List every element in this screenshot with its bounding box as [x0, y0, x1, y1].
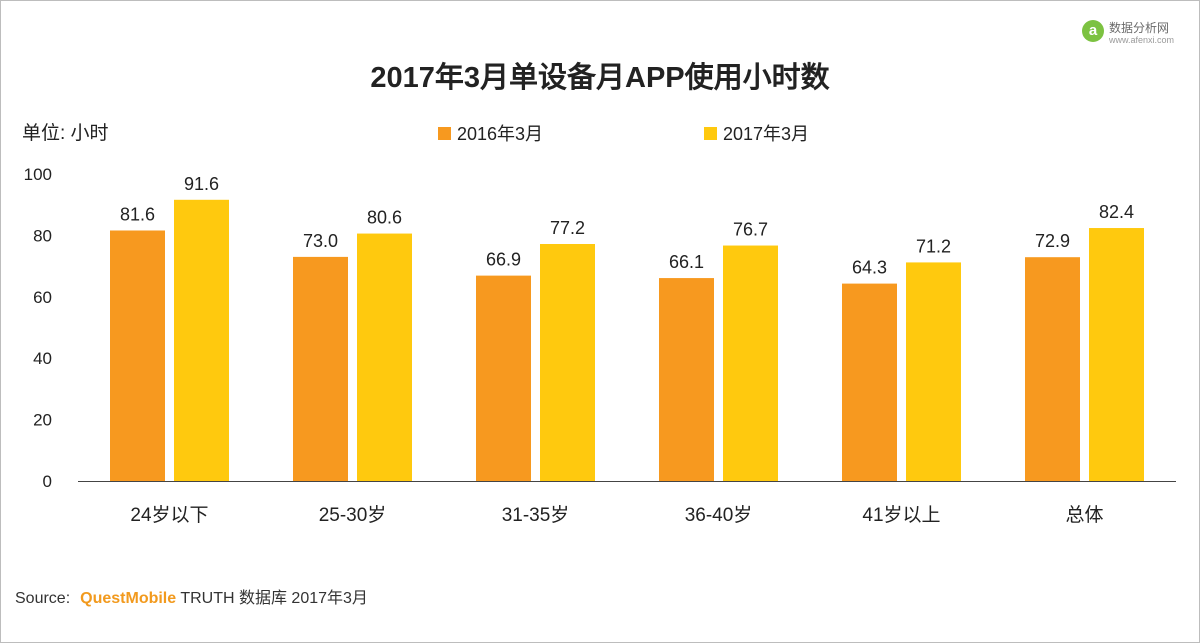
legend-label-2: 2017年3月: [723, 124, 809, 144]
y-tick-label: 20: [33, 411, 52, 430]
bar-2017: [723, 245, 778, 481]
watermark: a 数据分析网 www.afenxi.com: [1082, 18, 1192, 50]
bars: 81.6 91.6 73.0 80.6 66.9 77.2 66.1 76.7 64.3 71.2…: [110, 174, 1144, 481]
bar-2017: [906, 262, 961, 481]
bar-2017: [1089, 228, 1144, 481]
data-label: 80.6: [367, 208, 402, 228]
data-label: 81.6: [120, 204, 155, 224]
bar-2016: [842, 283, 897, 481]
watermark-url: www.afenxi.com: [1109, 35, 1175, 45]
bar-group: 66.9 77.2: [476, 218, 595, 481]
data-label: 73.0: [303, 231, 338, 251]
legend-swatch-2: [704, 127, 717, 140]
data-label: 72.9: [1035, 231, 1070, 251]
bar-2016: [1025, 257, 1080, 481]
x-tick-label: 25-30岁: [319, 504, 387, 526]
x-tick-label: 24岁以下: [130, 504, 208, 526]
bar-group: 81.6 91.6: [110, 174, 229, 481]
bar-2017: [357, 233, 412, 481]
source-label: Source:: [15, 590, 71, 607]
bar-group: 72.9 82.4: [1025, 202, 1144, 481]
data-label: 91.6: [184, 174, 219, 194]
x-tick-label: 36-40岁: [685, 504, 753, 526]
data-label: 82.4: [1099, 202, 1134, 222]
data-label: 76.7: [733, 220, 768, 240]
y-tick-label: 100: [24, 165, 52, 184]
legend: 2016年3月 2017年3月: [438, 124, 809, 144]
watermark-name: 数据分析网: [1109, 21, 1170, 35]
chart-title: 2017年3月单设备月APP使用小时数: [370, 60, 830, 94]
x-tick-label: 41岁以上: [862, 504, 940, 526]
data-label: 66.9: [486, 250, 521, 270]
y-tick-label: 80: [33, 226, 52, 245]
bar-2016: [293, 256, 348, 481]
data-label: 77.2: [550, 218, 585, 238]
source-brand: QuestMobile: [80, 590, 177, 607]
source-rest: TRUTH 数据库 2017年3月: [180, 590, 368, 607]
x-tick-label: 31-35岁: [502, 504, 570, 526]
y-axis: 0 20 40 60 80 100: [24, 165, 52, 491]
bar-2017: [540, 243, 595, 481]
bar-2017: [174, 199, 229, 481]
x-tick-label: 总体: [1065, 504, 1103, 526]
legend-swatch-1: [438, 127, 451, 140]
y-tick-label: 60: [33, 288, 52, 307]
x-axis: 24岁以下 25-30岁 31-35岁 36-40岁 41岁以上 总体: [78, 481, 1176, 526]
bar-2016: [476, 275, 531, 481]
y-tick-label: 0: [43, 472, 52, 491]
bar-2016: [110, 230, 165, 481]
data-label: 71.2: [916, 236, 951, 256]
unit-label: 单位: 小时: [22, 122, 109, 144]
source-line: Source: QuestMobile TRUTH 数据库 2017年3月: [15, 584, 368, 608]
afenxi-logo-icon: a: [1082, 20, 1104, 42]
y-tick-label: 40: [33, 349, 52, 368]
legend-label-1: 2016年3月: [457, 124, 543, 144]
data-label: 66.1: [669, 252, 704, 272]
data-label: 64.3: [852, 258, 887, 278]
bar-group: 66.1 76.7: [659, 220, 778, 481]
bar-group: 64.3 71.2: [842, 236, 961, 481]
bar-2016: [659, 278, 714, 481]
bar-group: 73.0 80.6: [293, 208, 412, 481]
